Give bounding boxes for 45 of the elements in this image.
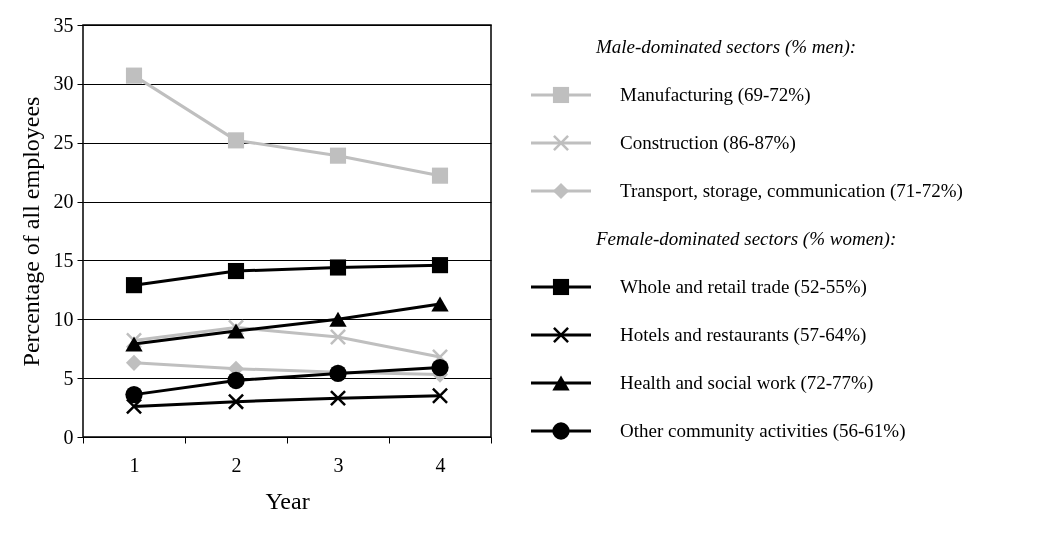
point [329, 389, 347, 407]
point [227, 262, 245, 280]
y-tick-label: 30 [53, 72, 74, 95]
point [125, 354, 143, 371]
point [125, 385, 143, 404]
point [227, 393, 245, 411]
legend-label: Transport, storage, communication (71-72%) [620, 179, 963, 202]
point [227, 323, 245, 339]
legend-label: Health and social work (72-77%) [620, 372, 874, 394]
point [125, 67, 143, 84]
y-tick-label: 20 [53, 190, 74, 213]
y-axis-title: Percentage of all employees [17, 96, 44, 367]
legend-label: Manufacturing (69-72%) [620, 83, 811, 106]
y-tick-label: 10 [53, 307, 74, 330]
x-tick-label: 2 [231, 453, 242, 476]
point [431, 167, 449, 184]
legend-label: Hotels and restaurants (57-64%) [620, 324, 867, 346]
point [125, 332, 143, 349]
y-tick-label: 5 [63, 366, 74, 389]
point [227, 132, 245, 149]
x-axis-title: Year [265, 487, 310, 514]
point [329, 311, 347, 327]
text: Female-dominated sectors (% women): [595, 227, 897, 250]
point [431, 358, 449, 377]
x-tick-label: 1 [129, 453, 140, 476]
text: Male-dominated sectors (% men): [595, 35, 857, 58]
point [329, 147, 347, 164]
y-tick-label: 0 [63, 425, 74, 448]
point [431, 296, 449, 312]
point [125, 277, 143, 294]
point [227, 371, 245, 390]
legend-label: Construction (86-87%) [620, 131, 796, 154]
point [329, 259, 347, 276]
point [329, 328, 347, 346]
x-tick-label: 4 [435, 453, 446, 476]
y-tick-label: 15 [53, 248, 74, 271]
x-tick-label: 3 [333, 453, 344, 476]
y-tick-label: 25 [53, 131, 74, 154]
point [431, 387, 449, 405]
point [431, 257, 449, 274]
y-tick-label: 35 [53, 13, 74, 36]
point [125, 398, 143, 415]
legend-label: Whole and retail trade (52-55%) [620, 275, 867, 298]
legend-label: Other community activities (56-61%) [620, 420, 906, 442]
point [125, 336, 143, 352]
